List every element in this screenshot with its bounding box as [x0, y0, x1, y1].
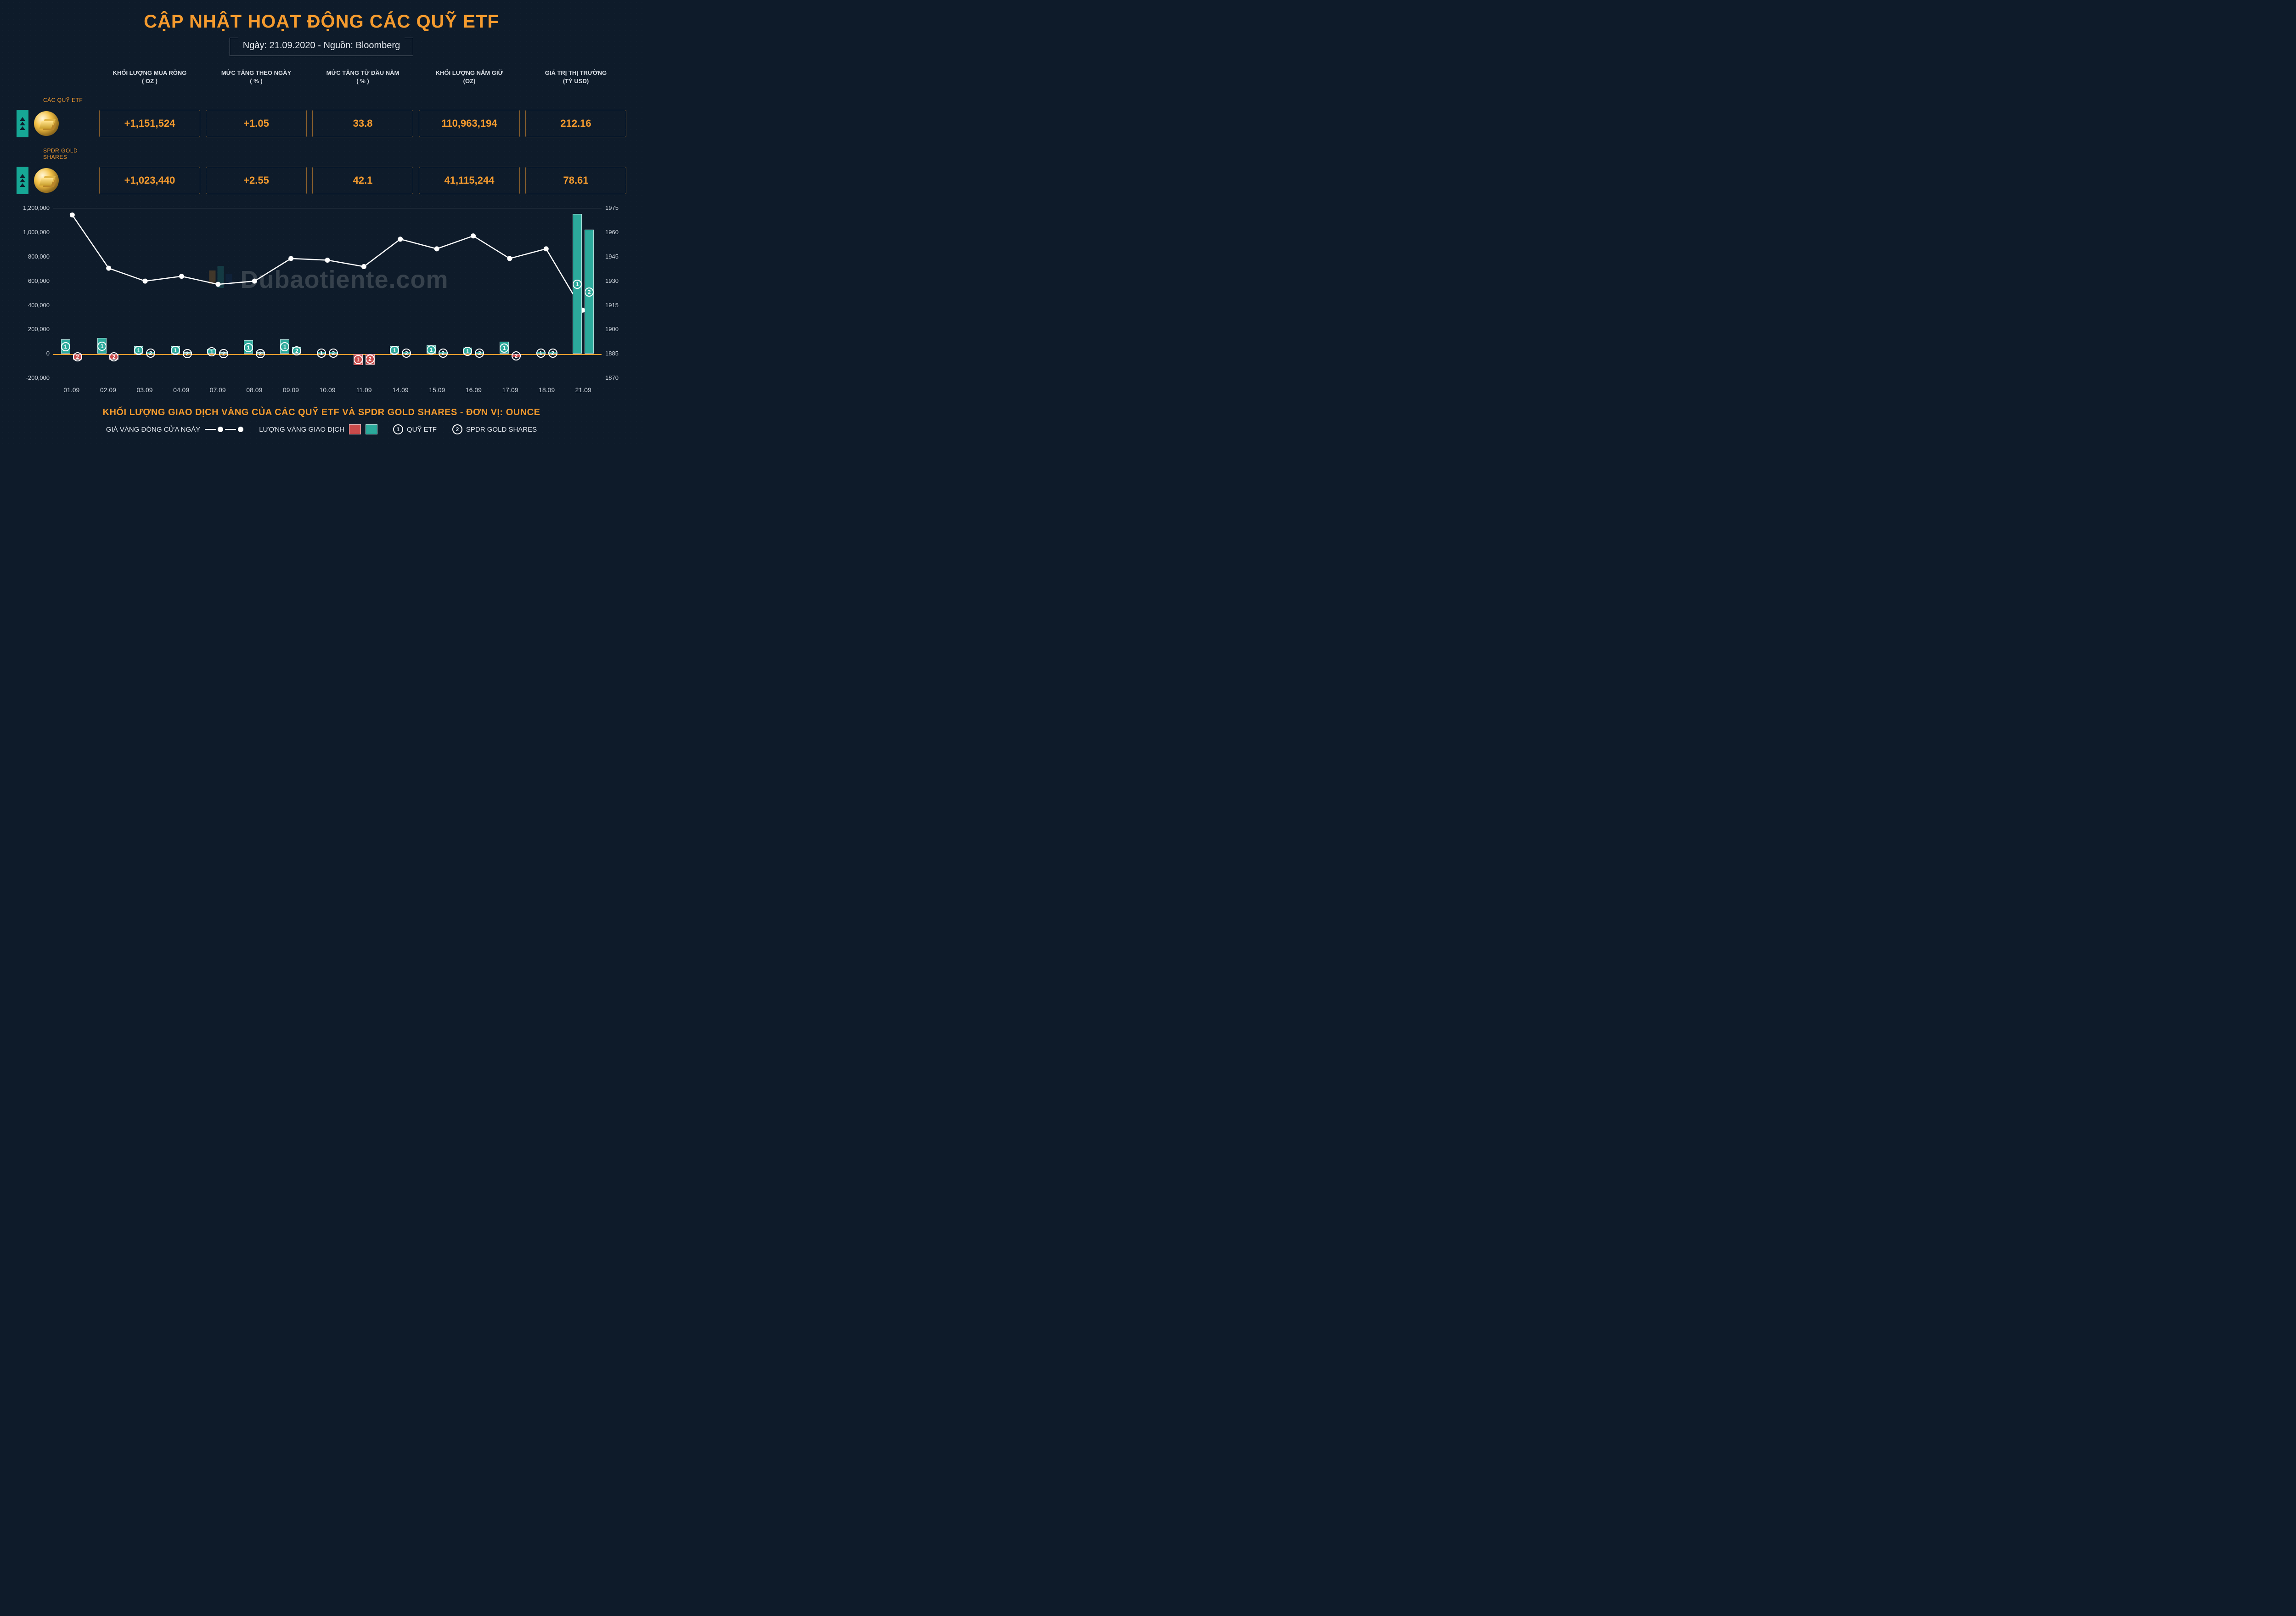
metric-row-0-label: CÁC QUỸ ETF	[14, 93, 96, 103]
chart-legend: GIÁ VÀNG ĐÓNG CỬA NGÀY LƯỢNG VÀNG GIAO D…	[14, 424, 629, 434]
y-right-tick: 1945	[605, 253, 629, 260]
x-tick: 21.09	[575, 386, 591, 394]
y-left-tick: 1,200,000	[14, 204, 50, 211]
metric-0-4: 212.16	[525, 110, 626, 137]
metric-0-3: 110,963,194	[419, 110, 520, 137]
page-title: CẬP NHẬT HOẠT ĐỘNG CÁC QUỸ ETF	[14, 11, 629, 32]
legend-series-1: 1QUỸ ETF	[393, 424, 437, 434]
metric-1-3: 41,115,244	[419, 167, 520, 194]
y-left-tick: 0	[14, 350, 50, 357]
bar-marker: 1	[500, 343, 509, 353]
y-left-tick: 400,000	[14, 302, 50, 309]
x-tick: 07.09	[210, 386, 226, 394]
metric-1-2: 42.1	[312, 167, 413, 194]
bar-marker: 1	[317, 349, 326, 358]
chart-title: KHỐI LƯỢNG GIAO DỊCH VÀNG CỦA CÁC QUỸ ET…	[14, 407, 629, 418]
bar-marker: 2	[439, 349, 448, 358]
metric-0-0: +1,151,524	[99, 110, 200, 137]
x-tick: 17.09	[502, 386, 518, 394]
metric-col-2: MỨC TĂNG TỪ ĐẦU NĂM( % )	[310, 69, 416, 87]
y-right-tick: 1975	[605, 204, 629, 211]
bar-marker: 1	[463, 347, 472, 356]
y-right-tick: 1885	[605, 350, 629, 357]
metric-col-0: KHỐI LƯỢNG MUA RÒNG( OZ )	[96, 69, 203, 87]
bar-marker: 2	[548, 349, 557, 358]
bar-marker: 1	[244, 343, 253, 352]
bar-marker: 2	[183, 349, 192, 358]
bar-marker: 1	[427, 345, 436, 355]
bar-marker: 2	[146, 349, 155, 358]
bar-marker: 2	[585, 287, 594, 297]
bar-marker: 2	[402, 349, 411, 358]
y-right-tick: 1870	[605, 374, 629, 381]
bar-marker: 1	[207, 347, 216, 356]
metric-1-0: +1,023,440	[99, 167, 200, 194]
metric-1-1: +2.55	[206, 167, 307, 194]
bar-marker: 2	[475, 349, 484, 358]
bar-marker: 2	[512, 351, 521, 360]
bar-marker: 1	[61, 342, 70, 351]
bar-marker: 1	[97, 342, 107, 351]
metrics-table: KHỐI LƯỢNG MUA RÒNG( OZ ) MỨC TĂNG THEO …	[14, 69, 629, 194]
metric-row-1-icon	[14, 167, 96, 194]
y-left-tick: 800,000	[14, 253, 50, 260]
y-left-tick: 600,000	[14, 277, 50, 284]
gold-bars-icon	[34, 111, 59, 136]
bar-marker: 2	[292, 346, 301, 355]
y-right-tick: 1930	[605, 277, 629, 284]
x-tick: 18.09	[539, 386, 555, 394]
x-tick: 11.09	[356, 386, 372, 394]
legend-price: GIÁ VÀNG ĐÓNG CỬA NGÀY	[106, 426, 243, 434]
y-right-tick: 1915	[605, 302, 629, 309]
bar-marker: 1	[390, 346, 399, 355]
metric-1-4: 78.61	[525, 167, 626, 194]
bar-marker: 2	[366, 355, 375, 364]
bar-marker: 1	[280, 342, 289, 351]
up-arrows-icon	[17, 110, 28, 137]
y-left-tick: 1,000,000	[14, 229, 50, 236]
bar-marker: 2	[329, 349, 338, 358]
metric-col-4: GIÁ TRỊ THỊ TRƯỜNG(TỶ USD)	[523, 69, 629, 87]
x-tick: 03.09	[136, 386, 152, 394]
metric-col-3: KHỐI LƯỢNG NẮM GIỮ(OZ)	[416, 69, 523, 87]
subtitle-text: Ngày: 21.09.2020 - Nguồn: Bloomberg	[230, 38, 413, 56]
y-left-tick: 200,000	[14, 326, 50, 332]
bar-marker: 1	[134, 346, 143, 355]
metric-row-1-label: SPDR GOLD SHARES	[14, 144, 96, 160]
x-tick: 08.09	[246, 386, 262, 394]
bar-marker: 2	[73, 352, 82, 361]
x-tick: 14.09	[393, 386, 409, 394]
metric-col-1: MỨC TĂNG THEO NGÀY( % )	[203, 69, 310, 87]
up-arrows-icon	[17, 167, 28, 194]
x-tick: 16.09	[466, 386, 482, 394]
y-right-tick: 1900	[605, 326, 629, 332]
x-tick: 09.09	[283, 386, 299, 394]
metric-row-0-icon	[14, 110, 96, 137]
page-subtitle: Ngày: 21.09.2020 - Nguồn: Bloomberg	[14, 38, 629, 56]
x-tick: 02.09	[100, 386, 116, 394]
gold-bars-icon	[34, 168, 59, 193]
bar-marker: 2	[219, 349, 228, 358]
legend-series-2: 2SPDR GOLD SHARES	[452, 424, 537, 434]
x-tick: 10.09	[319, 386, 335, 394]
x-tick: 01.09	[63, 386, 79, 394]
legend-volume: LƯỢNG VÀNG GIAO DỊCH	[259, 424, 377, 434]
bar-marker: 1	[536, 349, 546, 358]
bar-marker: 1	[354, 355, 363, 364]
metric-0-2: 33.8	[312, 110, 413, 137]
y-right-tick: 1960	[605, 229, 629, 236]
bar-marker: 2	[256, 349, 265, 358]
bar-marker: 1	[573, 280, 582, 289]
bar-marker: 2	[109, 352, 118, 361]
x-tick: 04.09	[173, 386, 189, 394]
metric-0-1: +1.05	[206, 110, 307, 137]
bar-marker: 1	[171, 346, 180, 355]
x-tick: 15.09	[429, 386, 445, 394]
volume-price-chart: Dubaotiente.com 111111111111111222222222…	[14, 208, 629, 401]
y-left-tick: -200,000	[14, 374, 50, 381]
